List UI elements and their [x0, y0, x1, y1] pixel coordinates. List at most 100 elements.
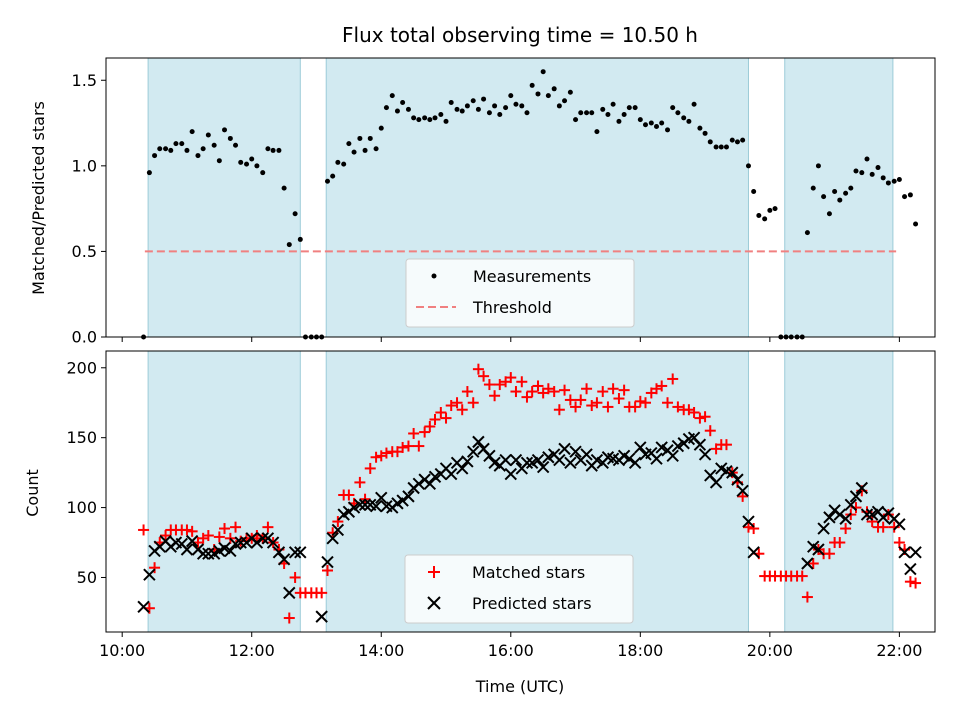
measurements-point	[362, 147, 368, 153]
measurements-point	[265, 146, 271, 152]
measurements-point	[335, 159, 341, 165]
bottom-x-tick-label: 12:00	[229, 641, 275, 660]
matched-stars-point	[801, 591, 813, 603]
predicted-stars-point	[369, 499, 383, 513]
matched-stars-point	[559, 384, 571, 396]
matched-stars-point	[472, 363, 484, 375]
measurements-point	[227, 135, 233, 141]
bottom-x-tick-label: 10:00	[99, 641, 145, 660]
measurements-point	[470, 98, 476, 104]
matched-stars-point	[742, 521, 754, 533]
measurements-point	[346, 141, 352, 147]
matched-stars-point	[634, 395, 646, 407]
measurements-point	[367, 135, 373, 141]
matched-stars-point	[354, 476, 366, 488]
measurements-point	[885, 180, 891, 186]
predicted-stars-point	[444, 467, 458, 481]
measurements-point	[713, 144, 719, 150]
measurements-point	[163, 146, 169, 152]
measurements-point	[907, 192, 913, 198]
measurements-point	[519, 103, 525, 109]
predicted-stars-point	[812, 543, 825, 556]
matched-stars-point	[408, 427, 420, 439]
bottom-data-marks	[137, 363, 922, 624]
measurements-point	[605, 111, 611, 117]
measurements-point	[837, 197, 843, 203]
measurements-point	[681, 115, 687, 121]
matched-stars-point	[461, 386, 473, 398]
predicted-stars-point	[580, 448, 593, 461]
matched-stars-point	[613, 393, 625, 405]
matched-stars-point	[570, 401, 582, 413]
matched-stars-point	[904, 576, 916, 588]
measurements-point	[168, 147, 174, 153]
measurements-point	[286, 242, 292, 248]
top-shaded-interval	[147, 57, 301, 338]
predicted-stars-point	[266, 536, 280, 549]
measurements-point	[373, 146, 379, 152]
measurements-point	[540, 69, 546, 75]
matched-stars-point	[332, 516, 344, 528]
matched-stars-point	[289, 571, 301, 583]
top-y-axis-label: Matched/Predicted stars	[29, 101, 48, 295]
matched-stars-point	[893, 537, 905, 549]
predicted-stars-point	[412, 477, 426, 491]
predicted-stars-point	[358, 498, 372, 511]
matched-stars-point	[597, 386, 609, 398]
predicted-stars-point	[234, 536, 247, 549]
measurements-point	[152, 153, 158, 159]
measurements-point	[448, 100, 454, 106]
legend-predicted-label: Predicted stars	[472, 594, 592, 613]
measurements-point	[659, 120, 665, 126]
bottom-shaded-interval	[784, 350, 894, 633]
measurements-point	[535, 91, 541, 97]
matched-stars-point	[262, 521, 274, 533]
predicted-stars-point	[224, 544, 237, 558]
predicted-stars-point	[185, 534, 199, 548]
matched-stars-point	[321, 564, 333, 576]
measurements-point	[610, 101, 616, 107]
bottom-x-ticks: 10:00 12:00 14:00 16:00 18:00 20:00 22:00	[99, 632, 922, 660]
measurements-point	[427, 117, 433, 123]
measurements-point	[216, 158, 222, 164]
measurements-point	[670, 105, 676, 111]
matched-stars-point	[704, 425, 716, 437]
predicted-stars-point	[898, 546, 911, 559]
predicted-stars-point	[196, 547, 210, 560]
matched-stars-point	[694, 412, 706, 424]
measurements-point	[642, 122, 648, 128]
top-axes-frame	[105, 57, 936, 338]
bottom-legend: Matched stars Predicted stars	[404, 554, 634, 624]
predicted-stars-point	[817, 522, 830, 535]
measurements-point	[762, 216, 768, 222]
measurements-point	[584, 110, 590, 116]
measurements-point	[616, 118, 622, 124]
measurements-point	[632, 105, 638, 111]
measurements-point	[734, 139, 740, 145]
matched-stars-point	[364, 462, 376, 474]
predicted-stars-point	[456, 462, 469, 475]
x-axis-label: Time (UTC)	[475, 677, 564, 696]
matched-stars-point	[429, 414, 441, 426]
matched-stars-point	[639, 397, 651, 409]
measurements-point	[324, 178, 330, 184]
measurements-point	[503, 105, 509, 111]
measurements-point	[454, 106, 460, 112]
top-shaded-interval	[784, 57, 894, 338]
predicted-stars-point	[693, 438, 707, 451]
measurements-point	[394, 108, 400, 114]
predicted-stars-point	[855, 481, 869, 495]
predicted-stars-point	[288, 546, 302, 559]
predicted-stars-point	[499, 453, 512, 467]
bottom-shaded-interval	[147, 350, 301, 633]
matched-stars-point	[202, 530, 214, 542]
measurements-point	[864, 156, 870, 162]
matched-stars-point	[456, 404, 468, 416]
measurements-point	[545, 93, 551, 99]
measurements-point	[556, 103, 562, 109]
matched-stars-point	[516, 376, 528, 388]
predicted-stars-point	[396, 494, 409, 507]
measurements-point	[600, 106, 606, 112]
predicted-stars-point	[520, 456, 534, 470]
measurements-point	[233, 142, 239, 148]
